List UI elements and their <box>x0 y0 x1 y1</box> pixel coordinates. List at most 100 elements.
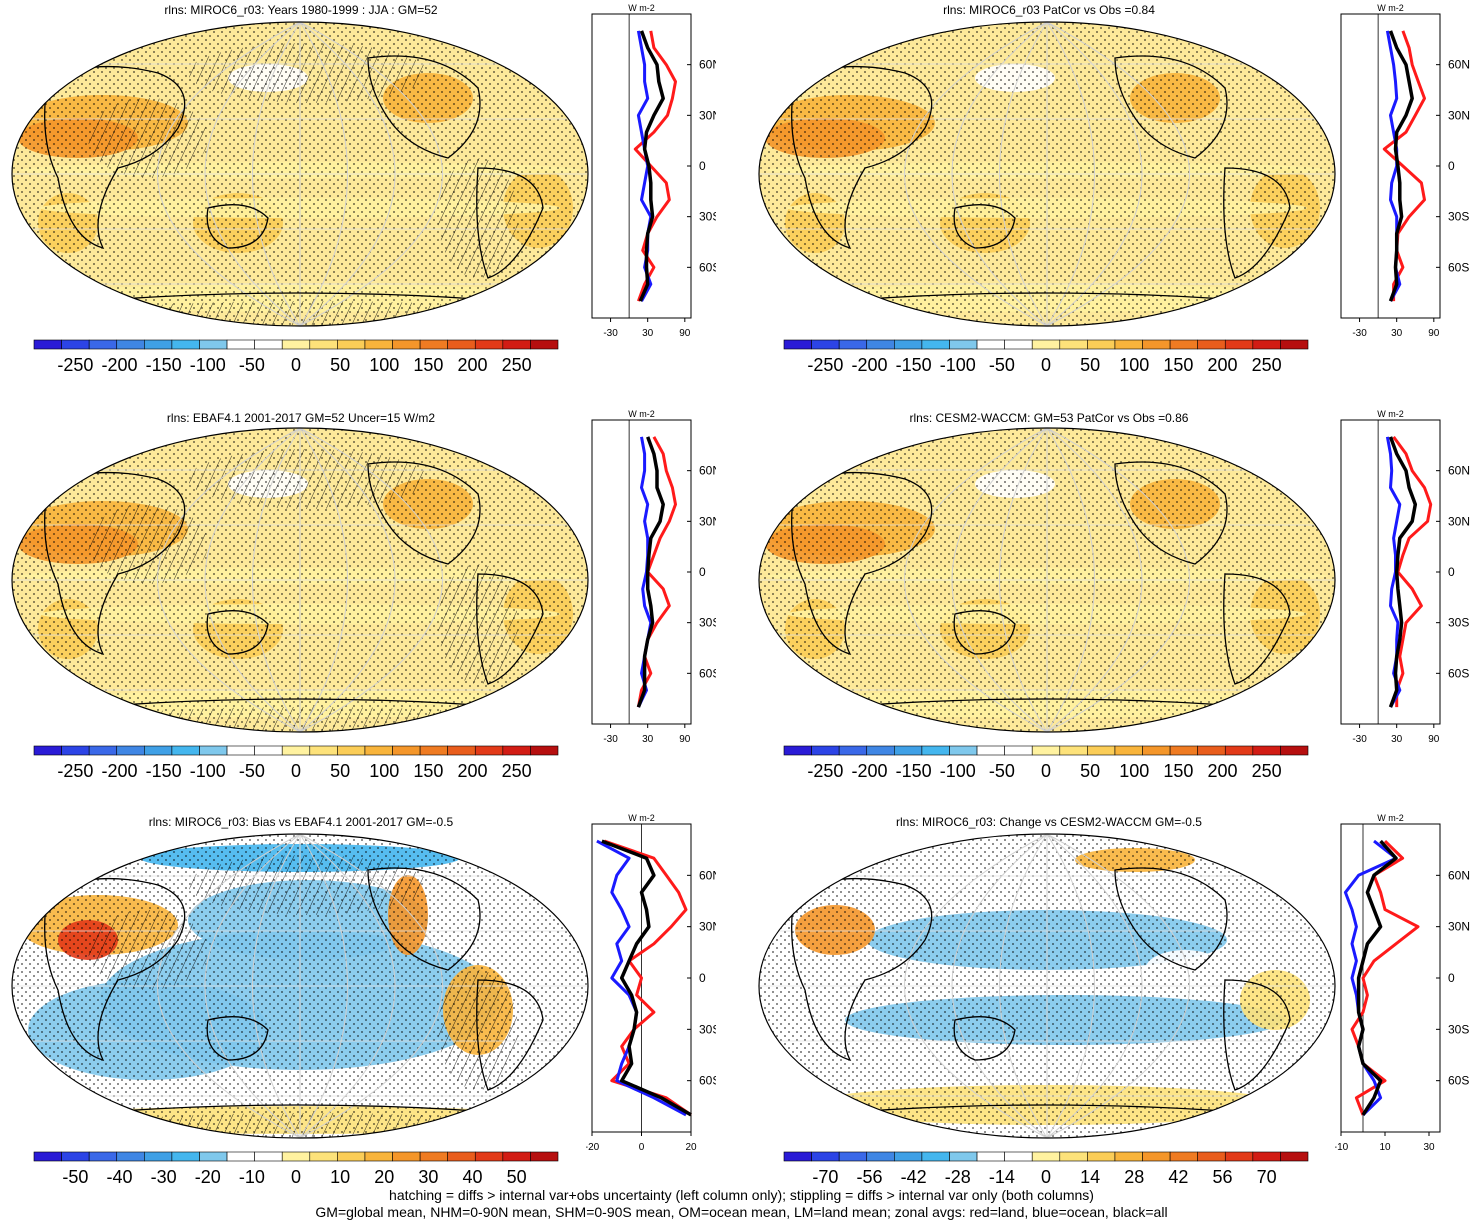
colorbar-tick-label: -10 <box>239 1167 265 1187</box>
zonal-p6: W m-2 60N 30N 0 30S 60S -10 10 30 <box>1335 813 1470 1153</box>
zonal-p5: W m-2 60N 30N 0 30S 60S -20 0 20 <box>586 813 716 1153</box>
colorbar-swatch <box>502 339 531 350</box>
map-title: rlns: EBAF4.1 2001-2017 GM=52 Uncer=15 W… <box>166 411 436 425</box>
zonal-series-all <box>1356 839 1398 1116</box>
map-title: rlns: MIROC6_r03 PatCor vs Obs =0.84 <box>943 3 1155 17</box>
hatching <box>88 504 208 584</box>
zonal-lat-label: 30S <box>1448 1022 1469 1036</box>
footer-line-2: GM=global mean, NHM=0-90N mean, SHM=0-90… <box>315 1204 1168 1220</box>
colorbar-swatch <box>281 339 311 350</box>
zonal-lat-label: 0 <box>1448 159 1455 173</box>
colorbar-tick-label: -30 <box>151 1167 177 1187</box>
colorbar-swatch <box>226 745 255 756</box>
colorbar-swatch <box>949 339 978 350</box>
zonal-frame <box>1340 13 1441 319</box>
colorbar-swatch <box>811 339 840 350</box>
coastline <box>367 461 481 565</box>
zonal-lat-label: 60N <box>1448 868 1470 882</box>
colorbar-tick-label: -42 <box>901 1167 927 1187</box>
colorbar-tick-label: 200 <box>457 355 487 375</box>
zonal-series-land <box>603 839 692 1117</box>
colorbar-tick-label: 150 <box>413 761 443 781</box>
zonal-lat-label: 60S <box>1448 1074 1469 1088</box>
hatching <box>188 43 428 103</box>
colorbar-swatch <box>254 745 283 756</box>
colorbar-swatch <box>447 745 476 756</box>
colorbar-swatch <box>921 745 950 756</box>
zonal-x-label: -10 <box>1335 1142 1349 1153</box>
zonal-lat-label: 0 <box>699 565 706 579</box>
colorbar-tick-label: 0 <box>291 355 301 375</box>
colorbar-swatch <box>199 1151 228 1162</box>
map-p1 <box>11 21 589 327</box>
colorbar-tick-label: 0 <box>1041 1167 1051 1187</box>
colorbar-swatch <box>254 1151 283 1162</box>
zonal-lat-label: 30S <box>699 1022 716 1036</box>
coastline <box>953 1016 1016 1061</box>
zonal-lat-label: 0 <box>1448 565 1455 579</box>
colorbar-swatch <box>1087 339 1116 350</box>
coastline <box>953 610 1016 655</box>
coastline <box>44 877 186 1062</box>
colorbar-tick-label: 200 <box>1207 761 1237 781</box>
colorbar-swatch <box>419 1151 448 1162</box>
zonal-series-land <box>1392 436 1433 708</box>
colorbar-tick-label: -50 <box>62 1167 88 1187</box>
zonal-lat-label: 60S <box>699 260 716 274</box>
colorbar-tick-label: -150 <box>896 355 932 375</box>
colorbar-swatch <box>309 745 338 756</box>
colorbar-tick-label: 150 <box>1163 761 1193 781</box>
map-title: rlns: MIROC6_r03: Bias vs EBAF4.1 2001-2… <box>148 815 454 829</box>
map-border <box>758 427 1336 733</box>
colorbar-swatch <box>1169 745 1198 756</box>
colorbar-swatch <box>1004 339 1033 350</box>
coastline <box>953 204 1016 249</box>
zonal-p1: W m-2 60N 30N 0 30S 60S -30 30 90 <box>591 3 716 339</box>
map-title: rlns: MIROC6_r03: Years 1980-1999 : JJA … <box>164 3 438 17</box>
colorbar-tick-label: -40 <box>106 1167 132 1187</box>
colorbar-tick-label: 42 <box>1168 1167 1188 1187</box>
colorbar-tick-label: 70 <box>1257 1167 1277 1187</box>
colorbar-swatch <box>144 339 173 350</box>
coastline <box>476 573 544 685</box>
zonal-x-label: -30 <box>1352 328 1367 339</box>
colorbar-swatch <box>1224 339 1254 350</box>
colorbar-swatch <box>226 339 255 350</box>
colorbar-swatch <box>1169 1151 1198 1162</box>
colorbar-swatch <box>1280 339 1309 350</box>
zonal-x-label: -30 <box>1352 734 1367 745</box>
colorbar-tick-label: -70 <box>812 1167 838 1187</box>
colorbar-swatch <box>281 1151 311 1162</box>
colorbar-swatch <box>171 1151 200 1162</box>
map-title: rlns: MIROC6_r03: Change vs CESM2-WACCM … <box>896 815 1202 829</box>
zonal-x-label: -20 <box>586 1142 600 1153</box>
colorbar-tick-label: -100 <box>190 355 226 375</box>
hatching <box>438 158 518 278</box>
colorbar-tick-label: -20 <box>195 1167 221 1187</box>
colorbar-swatch <box>1059 1151 1088 1162</box>
colorbar-p3: -250 -200 -150 -100 -50 0 50 100 150 200 250 <box>33 745 559 781</box>
zonal-lat-label: 30S <box>699 616 716 630</box>
colorbar-swatch <box>976 339 1005 350</box>
zonal-series-all <box>1388 30 1414 302</box>
colorbar-swatch <box>199 339 228 350</box>
colorbar-tick-label: 50 <box>330 355 350 375</box>
zonal-x-label: 0 <box>639 1142 645 1153</box>
zonal-lat-label: 30N <box>699 108 716 122</box>
map-border <box>758 833 1336 1139</box>
colorbar-tick-label: 250 <box>502 355 532 375</box>
colorbar-tick-label: 10 <box>330 1167 350 1187</box>
coastline <box>476 167 544 279</box>
colorbar-swatch <box>364 745 393 756</box>
colorbar-swatch <box>1224 1151 1254 1162</box>
colorbar-swatch <box>33 339 62 350</box>
colorbar-swatch <box>976 745 1005 756</box>
colorbar-swatch <box>949 1151 978 1162</box>
colorbar-swatch <box>309 339 338 350</box>
colorbar-swatch <box>1031 339 1061 350</box>
zonal-series-land <box>1382 30 1426 302</box>
colorbar-swatch <box>254 339 283 350</box>
colorbar-swatch <box>1031 1151 1061 1162</box>
colorbar-tick-label: 150 <box>1163 355 1193 375</box>
colorbar-swatch <box>474 745 504 756</box>
